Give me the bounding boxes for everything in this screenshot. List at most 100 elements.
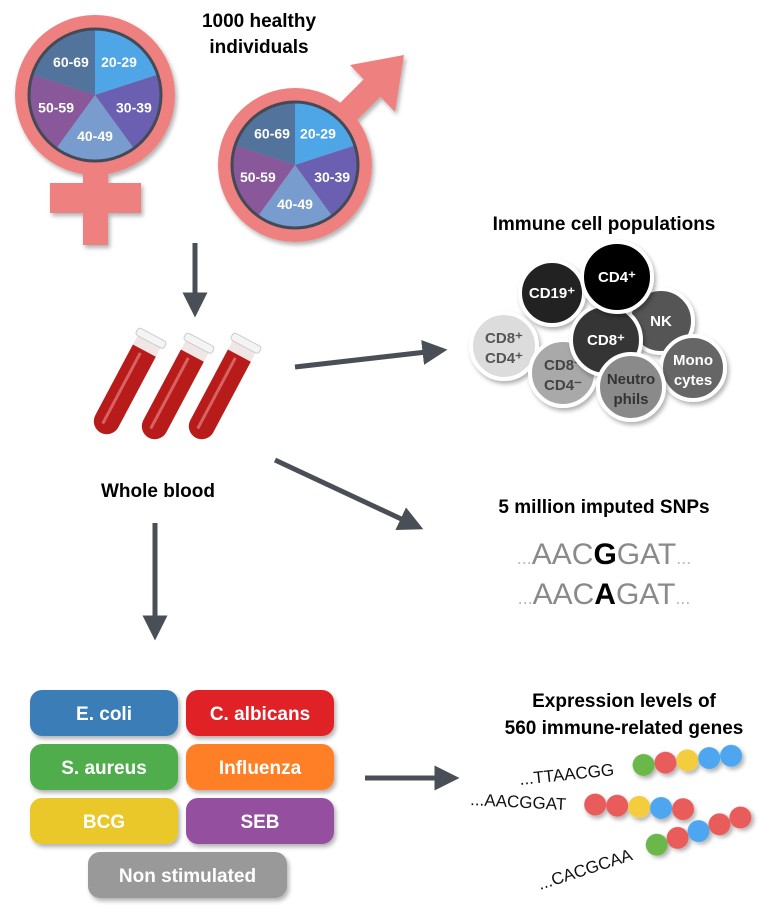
- pie-slice: [95, 29, 158, 95]
- snp-after: GAT: [617, 538, 676, 571]
- expression-dot: [676, 749, 699, 772]
- stimuli-grid: E. coli C. albicans S. aureus Influenza BCG S…: [30, 690, 334, 898]
- blood-tube-icon: [93, 327, 167, 435]
- cell-label-line1: CD8⁻: [544, 357, 582, 374]
- stimulus-influenza: Influenza: [186, 744, 334, 790]
- blood-tubes: [93, 327, 262, 440]
- expression-title-line2: 560 immune-related genes: [505, 718, 744, 739]
- expression-dot: [645, 833, 668, 856]
- age-group-label: 60-69: [53, 54, 89, 70]
- cell-label-line2: cytes: [674, 372, 712, 389]
- snp-before: AAC: [533, 578, 595, 611]
- stimulus-label: Non stimulated: [119, 866, 256, 887]
- pie-slice: [257, 165, 333, 228]
- age-group-label: 20-29: [300, 125, 336, 141]
- cell-label-line1: Neutro: [607, 371, 655, 388]
- cell-label-line1: CD19⁺: [529, 285, 575, 302]
- stimulus-s-aureus: S. aureus: [30, 744, 178, 790]
- stimulus-bcg: BCG: [30, 798, 178, 844]
- cohort-title-line2: individuals: [209, 37, 308, 58]
- gene-row: ...TTAACGG: [515, 744, 771, 791]
- pie-slice: [295, 102, 355, 165]
- snp-before: AAC: [532, 538, 594, 571]
- pie-slice: [232, 145, 295, 216]
- snp-prefix: ...: [518, 588, 533, 608]
- stimulus-label: SEB: [240, 812, 279, 833]
- pie-slice: [295, 145, 358, 216]
- cell-label-line1: NK: [650, 313, 672, 330]
- immune-cells-title: Immune cell populations: [493, 214, 716, 235]
- stimulus-c-albicans: C. albicans: [186, 690, 334, 736]
- snps-title: 5 million imputed SNPs: [498, 497, 709, 518]
- age-group-label: 30-39: [314, 169, 350, 185]
- age-group-label: 40-49: [77, 128, 113, 144]
- stimulus-seb: SEB: [186, 798, 334, 844]
- gene-row: ...AACGGAT: [464, 790, 770, 827]
- pie-slice: [95, 74, 161, 149]
- cell-label-line2: CD4⁻: [544, 377, 582, 394]
- expression-dot: [672, 798, 695, 821]
- pie-slice: [235, 102, 295, 165]
- blood-tube-icon: [188, 332, 262, 440]
- age-group-label: 50-59: [38, 100, 74, 116]
- stimulus-e-coli: E. coli: [30, 690, 178, 736]
- expression-dot: [720, 744, 743, 767]
- expression-title-line1: Expression levels of: [532, 691, 716, 712]
- pie-slice: [29, 74, 95, 149]
- blood-tube-icon: [141, 332, 215, 440]
- stimulus-label: E. coli: [76, 704, 132, 725]
- immune-cell-cluster: CD8⁺ CD4⁺ CD8⁻ CD4⁻ CD19⁺ NK CD8⁺ CD4⁺ Mono cytes…: [469, 240, 727, 422]
- immune-cell: NK: [627, 287, 695, 355]
- gene-expression-rows: ...TTAACGG...AACGGAT...CACGCAA: [464, 744, 771, 897]
- cell-label-line2: phils: [613, 391, 648, 408]
- expression-dot: [584, 793, 607, 816]
- immune-cell: Mono cytes: [659, 334, 727, 402]
- pie-slice: [32, 29, 95, 95]
- age-group-label: 50-59: [240, 169, 276, 185]
- snp-variant: G: [593, 538, 616, 571]
- arrow-blood-to-cells: [294, 340, 448, 370]
- snp-suffix: ...: [675, 588, 690, 608]
- expression-dot: [654, 751, 677, 774]
- cell-label-line2: CD4⁺: [485, 350, 523, 367]
- stimulus-label: BCG: [83, 812, 125, 833]
- immune-cell: CD4⁺: [580, 240, 654, 314]
- immune-cell: CD8⁺ CD4⁺: [469, 311, 539, 381]
- expression-dot: [606, 794, 629, 817]
- immune-cell: Neutro phils: [596, 352, 666, 422]
- cell-label-line1: CD8⁺: [587, 332, 625, 349]
- blood-label: Whole blood: [101, 481, 215, 502]
- snp-variant: A: [594, 578, 616, 611]
- snp-suffix: ...: [676, 548, 691, 568]
- expression-dot: [650, 797, 673, 820]
- cell-label-line1: Mono: [673, 352, 713, 369]
- cohort-title-line1: 1000 healthy: [202, 11, 316, 32]
- expression-dot: [632, 753, 655, 776]
- expression-dot: [687, 820, 710, 843]
- snp-sequence: ...AACGGAT...: [517, 538, 692, 571]
- cell-label-line1: CD8⁺: [485, 330, 523, 347]
- stimulus-label: C. albicans: [210, 704, 310, 725]
- cell-label-line1: CD4⁺: [598, 269, 636, 286]
- stimulus-non-stimulated: Non stimulated: [88, 852, 287, 898]
- pie-slice: [56, 95, 134, 162]
- stimulus-label: S. aureus: [61, 758, 147, 779]
- age-group-label: 60-69: [254, 125, 290, 141]
- age-group-label: 30-39: [116, 100, 152, 116]
- expression-dot: [698, 747, 721, 770]
- expression-dot: [628, 795, 651, 818]
- age-group-label: 20-29: [101, 54, 137, 70]
- snp-sequence: ...AACAGAT...: [518, 578, 691, 611]
- immune-cell: CD19⁺: [518, 259, 586, 327]
- snp-after: GAT: [616, 578, 675, 611]
- expression-dot: [708, 813, 731, 836]
- flow-arrows: [142, 243, 460, 791]
- expression-dot: [729, 806, 752, 829]
- age-group-label: 40-49: [277, 196, 313, 212]
- arrow-blood-to-snps: [273, 457, 424, 531]
- snp-prefix: ...: [517, 548, 532, 568]
- stimulus-label: Influenza: [219, 758, 302, 779]
- expression-dot: [666, 826, 689, 849]
